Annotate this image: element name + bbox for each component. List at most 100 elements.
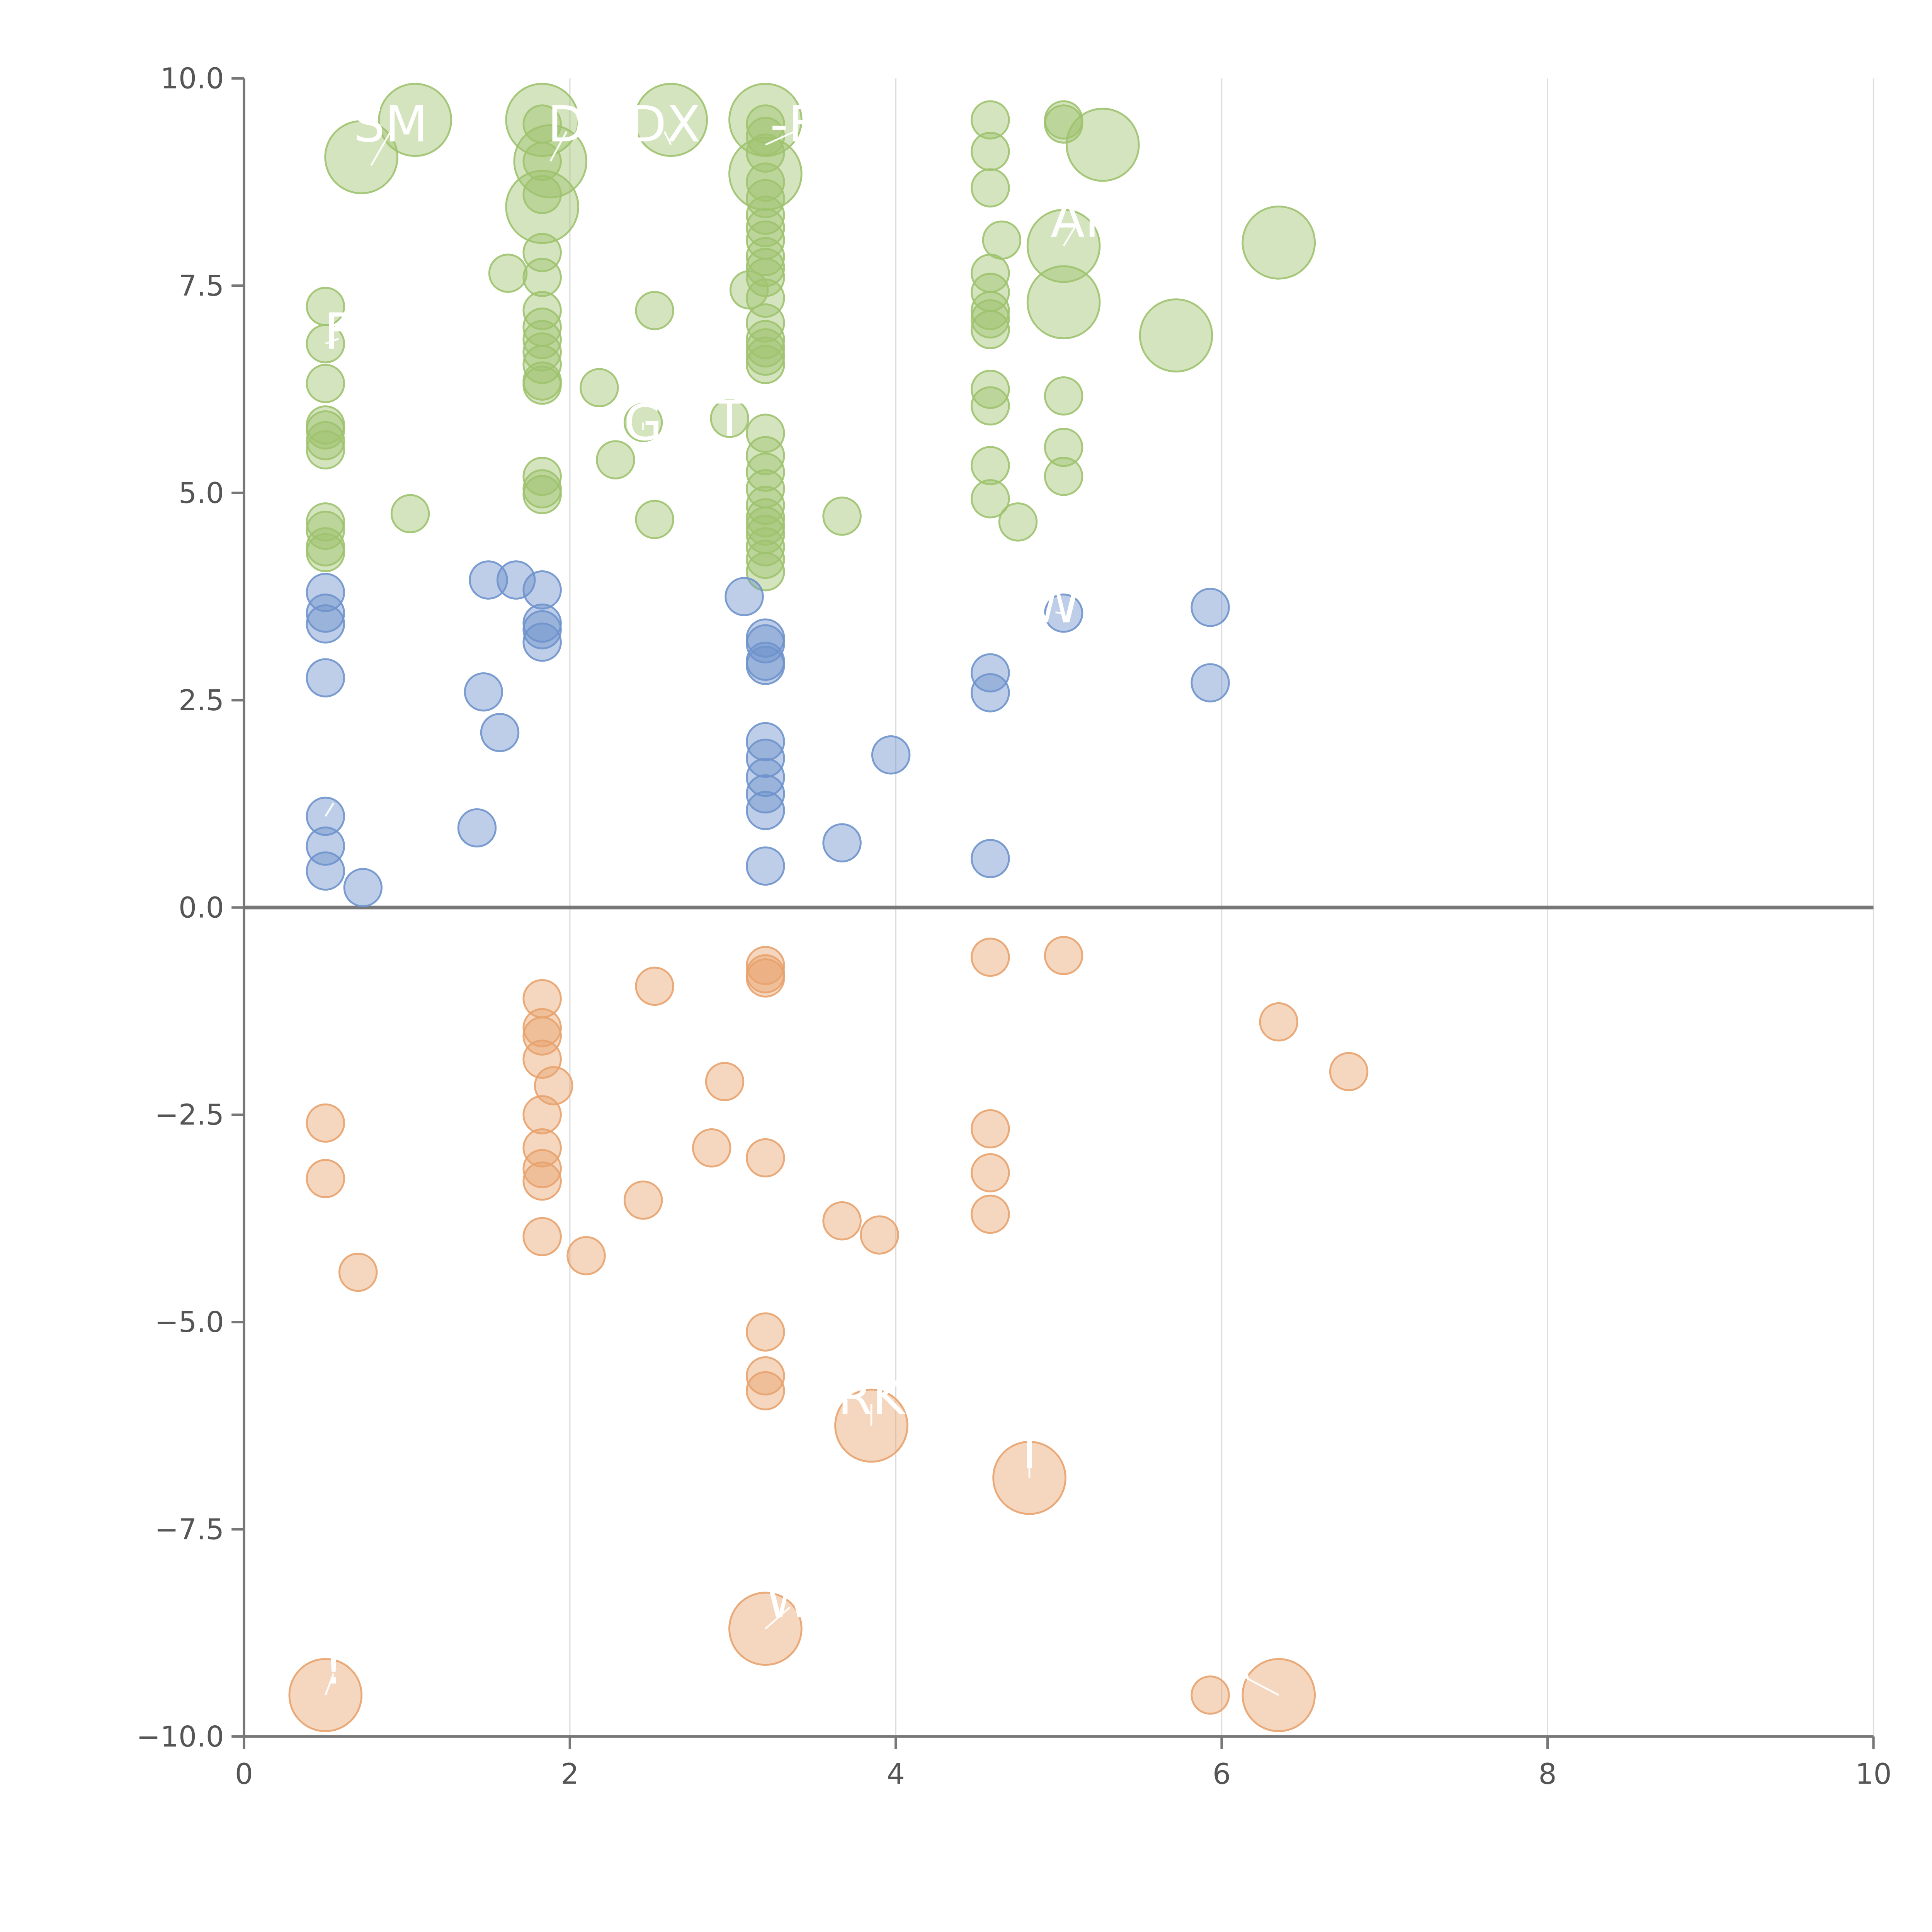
data-point xyxy=(306,510,345,550)
data-point xyxy=(746,328,785,368)
data-point xyxy=(746,345,785,384)
data-point xyxy=(513,124,588,199)
y-tick-label: −5.0 xyxy=(155,1306,224,1339)
data-point xyxy=(522,175,562,214)
data-point xyxy=(1242,205,1316,280)
annotation-leader-line xyxy=(1055,611,1064,614)
data-point xyxy=(1190,1675,1230,1715)
data-point xyxy=(971,653,1010,693)
data-point xyxy=(505,83,580,157)
data-point xyxy=(746,162,785,202)
data-point xyxy=(1139,298,1213,372)
data-point xyxy=(306,533,345,572)
data-point xyxy=(522,1161,562,1201)
data-point xyxy=(822,497,862,536)
data-point xyxy=(306,658,345,697)
data-point xyxy=(522,332,562,372)
y-tick-label: 2.5 xyxy=(179,684,224,717)
data-point xyxy=(596,440,635,480)
annotation-label: ’ xyxy=(326,767,342,825)
data-point xyxy=(306,851,345,891)
annotation-leader-line xyxy=(325,338,339,345)
data-point xyxy=(746,958,785,998)
x-tick-label: 0 xyxy=(235,1758,253,1791)
y-tick-label: 0.0 xyxy=(179,891,224,924)
data-point xyxy=(746,1138,785,1178)
data-point xyxy=(505,170,580,244)
data-point xyxy=(306,604,345,644)
data-point xyxy=(566,1236,606,1276)
data-point xyxy=(306,324,345,364)
data-point xyxy=(860,1215,899,1255)
annotation-label: T xyxy=(1014,1422,1045,1480)
annotation-leader-line xyxy=(663,131,672,145)
data-point xyxy=(635,966,674,1006)
data-point xyxy=(971,1153,1010,1192)
data-point xyxy=(971,386,1010,426)
data-point xyxy=(306,594,345,633)
data-point xyxy=(746,1356,785,1396)
x-tick-label: 10 xyxy=(1855,1758,1891,1791)
annotation-label: « xyxy=(1223,1638,1253,1696)
data-point xyxy=(871,735,911,775)
data-point xyxy=(1190,663,1230,702)
data-point xyxy=(746,336,785,376)
data-point xyxy=(746,846,785,886)
data-point xyxy=(1259,1002,1299,1042)
data-point xyxy=(746,1312,785,1352)
data-point xyxy=(522,291,562,330)
annotation-label: D xyxy=(548,95,586,153)
data-point xyxy=(746,539,785,579)
data-point xyxy=(971,168,1010,207)
data-point xyxy=(522,1008,562,1048)
data-point xyxy=(746,498,785,537)
data-point xyxy=(378,83,452,157)
y-tick-label: −7.5 xyxy=(155,1513,224,1546)
annotation-leader-line xyxy=(549,131,568,162)
annotation-leader-line xyxy=(1063,226,1076,247)
data-point xyxy=(692,1128,731,1168)
data-point xyxy=(971,1109,1010,1149)
annotation-label: DX xyxy=(628,95,701,153)
data-point xyxy=(746,757,785,797)
data-point xyxy=(464,672,503,712)
y-tick-label: 5.0 xyxy=(179,477,224,510)
data-point xyxy=(522,1217,562,1257)
data-point xyxy=(1190,588,1230,627)
data-point xyxy=(746,436,785,475)
data-point xyxy=(746,722,785,762)
data-point xyxy=(1026,209,1101,283)
data-point xyxy=(998,502,1038,542)
data-point xyxy=(1044,936,1083,975)
data-point xyxy=(710,398,749,438)
x-tick-label: 4 xyxy=(887,1758,905,1791)
annotation-label: W xyxy=(1031,577,1080,634)
data-point xyxy=(580,368,619,408)
data-point xyxy=(728,136,803,211)
annotation-label: ! xyxy=(324,1638,344,1696)
y-tick-label: 7.5 xyxy=(179,269,224,303)
data-point xyxy=(822,823,862,862)
data-point xyxy=(522,610,562,650)
data-point xyxy=(971,673,1010,713)
data-point xyxy=(1044,104,1083,144)
x-tick-label: 8 xyxy=(1539,1758,1557,1791)
data-point xyxy=(343,868,383,907)
data-point xyxy=(534,1066,573,1105)
data-point xyxy=(746,413,785,453)
data-point xyxy=(746,248,785,287)
data-point xyxy=(746,506,785,546)
y-tick-label: −10.0 xyxy=(136,1720,224,1753)
data-point xyxy=(390,494,430,534)
annotation-label: SM xyxy=(353,95,428,153)
data-point xyxy=(522,345,562,384)
y-tick-label: −2.5 xyxy=(155,1099,224,1132)
data-point xyxy=(306,430,345,469)
data-point xyxy=(522,1095,562,1134)
data-point xyxy=(306,410,345,450)
annotation-label: AI xyxy=(1051,191,1099,249)
data-point xyxy=(746,946,785,985)
x-tick-label: 6 xyxy=(1213,1758,1231,1791)
